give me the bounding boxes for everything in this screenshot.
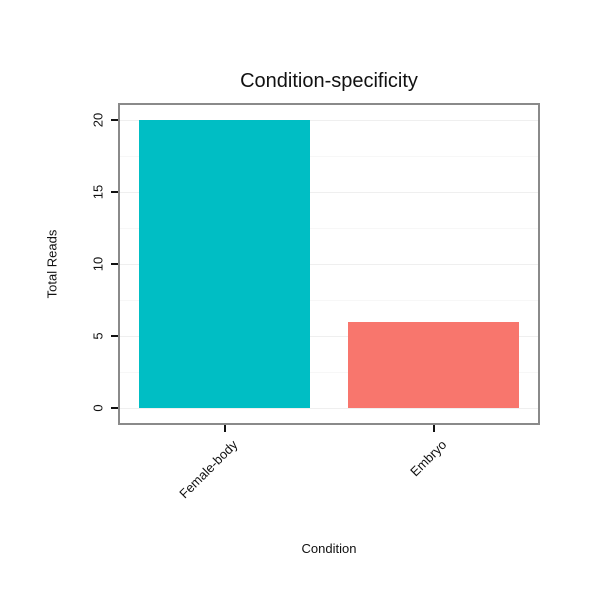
y-tick-label: 0 — [90, 404, 106, 412]
gridline-minor — [120, 156, 538, 157]
y-tick-mark — [111, 119, 118, 121]
gridline-minor — [120, 372, 538, 373]
y-axis-label: Total Reads — [44, 229, 60, 299]
x-axis-label: Condition — [301, 541, 357, 556]
gridline-minor — [120, 228, 538, 229]
gridline-major — [120, 336, 538, 337]
x-tick-label: Embryo — [406, 437, 450, 480]
bar-female-body — [138, 120, 311, 408]
y-tick-mark — [111, 407, 118, 409]
x-tick-mark — [223, 425, 226, 432]
gridline-major — [120, 264, 538, 265]
y-tick-mark — [111, 191, 118, 193]
gridline-major — [120, 408, 538, 409]
y-tick-label: 20 — [90, 112, 106, 128]
gridline-major — [120, 192, 538, 193]
y-tick-mark — [111, 263, 118, 265]
x-tick-mark — [432, 425, 435, 432]
y-tick-label: 15 — [90, 184, 106, 200]
x-tick-label: Female-body — [175, 437, 241, 502]
y-tick-mark — [111, 335, 118, 337]
y-tick-label: 5 — [90, 332, 106, 340]
plot-panel — [118, 103, 540, 425]
bar-embryo — [347, 321, 520, 408]
gridline-major — [120, 120, 538, 121]
gridline-minor — [120, 300, 538, 301]
chart-title: Condition-specificity — [240, 70, 418, 92]
y-tick-label: 10 — [90, 256, 106, 272]
